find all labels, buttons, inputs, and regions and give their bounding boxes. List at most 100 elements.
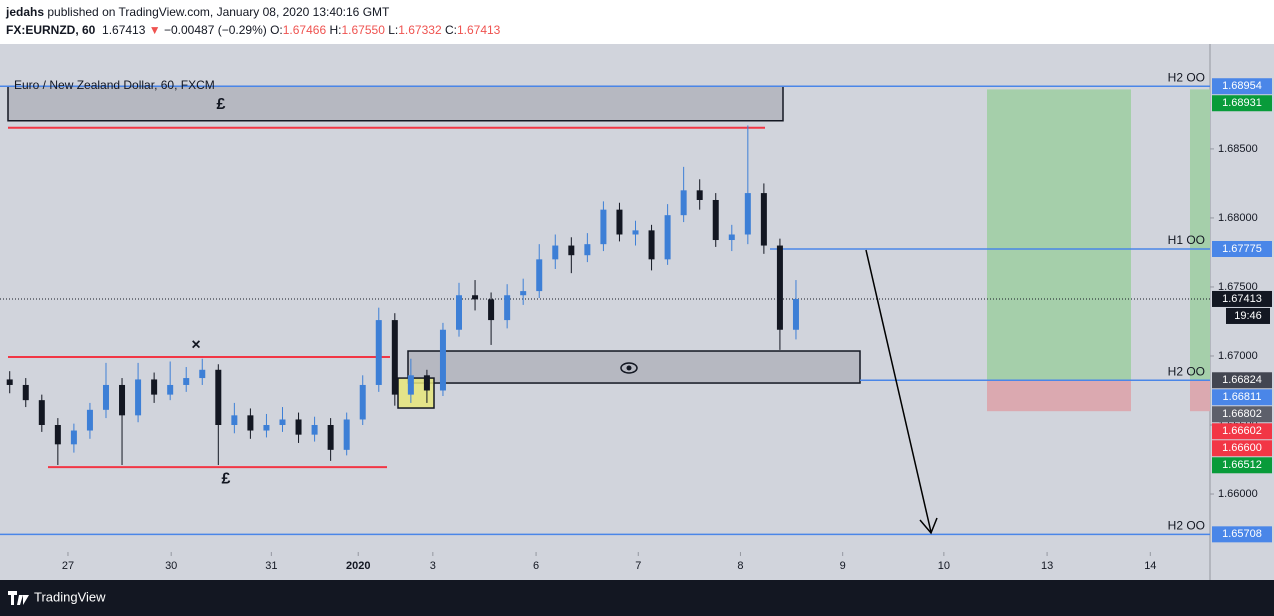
last: 1.67413	[102, 23, 146, 37]
quote-line: FX:EURNZD, 60 1.67413 ▼ −0.00487 (−0.29%…	[6, 23, 500, 37]
price-tag-label: 1.66512	[1222, 459, 1262, 471]
candle-body	[391, 320, 398, 395]
candle-body	[472, 295, 479, 300]
candle-body	[568, 245, 575, 256]
candle-body	[263, 425, 270, 431]
arrow-head	[919, 517, 938, 535]
y-tick-label: 1.67500	[1218, 281, 1258, 293]
level-label: H2 OO	[1168, 70, 1205, 84]
price-tag	[1212, 423, 1272, 440]
profit-zone	[1190, 89, 1210, 381]
price-tag	[1212, 78, 1272, 95]
candle-body	[279, 419, 286, 425]
x-tick-label: 7	[635, 560, 641, 572]
candle-body	[696, 190, 703, 200]
candle-body	[423, 375, 430, 391]
candle-body	[167, 384, 174, 395]
x-tick-label: 9	[840, 560, 846, 572]
x-tick-label: 27	[62, 560, 74, 572]
candle-body	[760, 193, 767, 246]
candle-body	[135, 379, 142, 416]
candle-body	[327, 425, 334, 450]
annotation: £	[217, 96, 226, 113]
candle-body	[343, 419, 350, 450]
y-tick-label: 1.68000	[1218, 212, 1258, 224]
change: −0.00487 (−0.29%)	[163, 23, 267, 37]
candle-body	[38, 400, 45, 425]
x-tick-label: 30	[165, 560, 177, 572]
candle-body	[6, 379, 13, 385]
loss-zone	[1190, 380, 1210, 412]
down-arrow: ▼	[148, 23, 161, 37]
ohlc: O:1.67466 H:1.67550 L:1.67332 C:1.67413	[270, 23, 500, 37]
candle-body	[295, 419, 302, 435]
price-tag-label: 1.66824	[1222, 374, 1262, 386]
price-tag	[1212, 406, 1272, 423]
y-tick-label: 1.67000	[1218, 350, 1258, 362]
candle-body	[712, 199, 719, 241]
price-tag-label: 1.66802	[1222, 408, 1262, 420]
candle-body	[86, 409, 93, 431]
price-tag	[1212, 240, 1272, 257]
ohlc-key: H:	[329, 23, 342, 37]
price-tag-label: 1.66600	[1222, 442, 1262, 454]
annotation: ×	[191, 337, 200, 354]
brand-name: TradingView	[34, 589, 106, 604]
candle-body	[552, 245, 559, 260]
ohlc-value: 1.67550	[341, 23, 385, 37]
x-tick-label: 13	[1041, 560, 1053, 572]
price-tag-label: 1.67775	[1222, 243, 1262, 255]
price-tag-label: 1.65708	[1222, 528, 1262, 540]
price-tag-label: 1.68954	[1222, 80, 1262, 92]
price-tag-label: 1.66602	[1222, 425, 1262, 437]
ohlc-value: 1.67466	[282, 23, 327, 37]
zone	[407, 350, 861, 384]
candle-body	[102, 384, 109, 410]
candle-body	[70, 430, 77, 445]
x-tick-label: 14	[1144, 560, 1156, 572]
candle-body	[648, 230, 655, 260]
price-tag	[1212, 440, 1272, 457]
price-tag	[1212, 457, 1272, 474]
candle-body	[375, 320, 382, 385]
level-label: H2 OO	[1168, 364, 1205, 378]
price-tag-label: 1.68931	[1222, 97, 1262, 109]
footer-bar	[0, 580, 1274, 616]
arrow	[865, 249, 932, 533]
brand-logo	[8, 591, 29, 605]
profit-zone	[987, 89, 1131, 381]
symbol: FX:EURNZD, 60	[6, 23, 96, 37]
x-tick-label: 10	[938, 560, 950, 572]
eye-icon	[620, 362, 638, 374]
candle-body	[488, 299, 495, 321]
candle-body	[776, 245, 783, 330]
candle-body	[616, 209, 623, 235]
countdown-label: 19:46	[1234, 310, 1262, 322]
candle-body	[22, 384, 29, 401]
ohlc-key: C:	[444, 23, 457, 37]
candle-body	[744, 193, 751, 235]
ohlc-key: O:	[270, 23, 283, 37]
price-tag	[1212, 389, 1272, 406]
candle-body	[792, 298, 799, 330]
price-tag-label: 1.66811	[1223, 391, 1262, 403]
zone	[7, 85, 784, 122]
ohlc-value: 1.67332	[398, 23, 442, 37]
level-label: H1 OO	[1168, 233, 1205, 247]
candle-body	[183, 378, 190, 385]
published: published on TradingView.com, January 08…	[47, 5, 390, 19]
candle-body	[584, 244, 591, 256]
price-tag	[1212, 290, 1272, 307]
author: jedahs	[6, 5, 45, 19]
candle-body	[407, 375, 414, 395]
x-tick-label: 8	[737, 560, 743, 572]
price-tag	[1212, 95, 1272, 112]
candle-body	[600, 209, 607, 245]
candle-body	[664, 215, 671, 260]
candle-body	[439, 329, 446, 391]
candle-body	[520, 291, 527, 296]
candle-body	[359, 384, 366, 420]
price-tag	[1212, 526, 1272, 543]
y-tick-label: 1.66000	[1218, 488, 1258, 500]
